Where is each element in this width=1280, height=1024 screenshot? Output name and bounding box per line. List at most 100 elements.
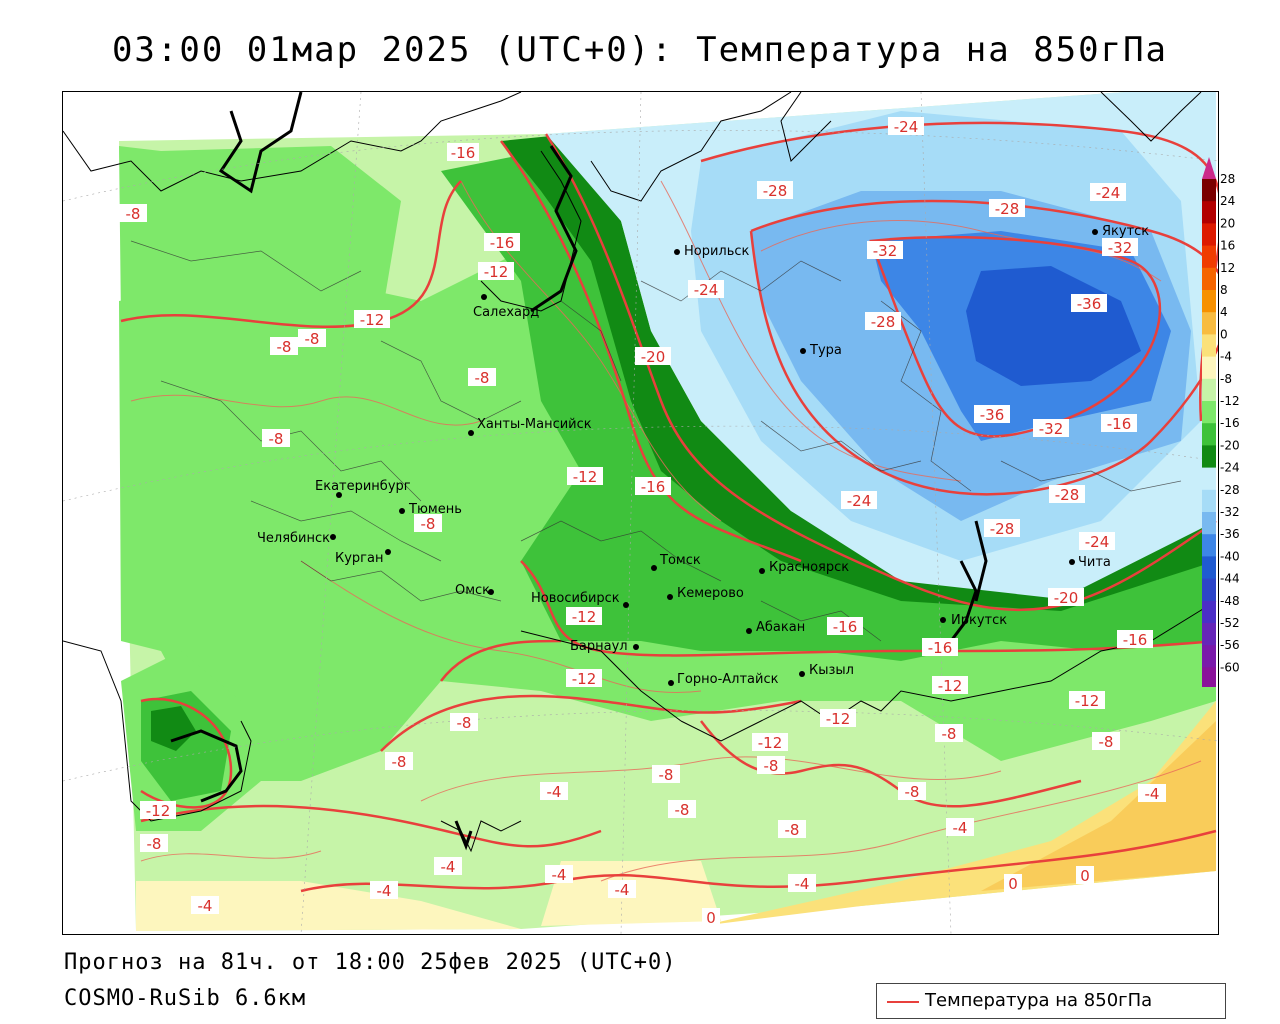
svg-text:-8: -8: [785, 821, 800, 839]
svg-text:Кызыл: Кызыл: [809, 663, 854, 678]
svg-text:-28: -28: [1055, 486, 1080, 504]
svg-text:Горно-Алтайск: Горно-Алтайск: [677, 672, 779, 687]
city-abakan: Абакан: [746, 620, 805, 635]
contour-label: -8: [468, 368, 496, 387]
scale-tick-label: -28: [1220, 483, 1240, 497]
contour-label: -8: [385, 752, 413, 771]
contour-label: -12: [140, 801, 176, 820]
svg-text:-8: -8: [675, 801, 690, 819]
svg-text:-8: -8: [269, 430, 284, 448]
svg-text:-8: -8: [126, 205, 141, 223]
scale-tick-label: -20: [1220, 438, 1240, 452]
svg-text:-12: -12: [758, 734, 783, 752]
scale-swatch: [1202, 267, 1216, 291]
svg-text:0: 0: [1008, 875, 1018, 893]
contour-label: -8: [668, 800, 696, 819]
svg-text:-12: -12: [360, 311, 385, 329]
scale-swatch: [1202, 623, 1216, 646]
scale-swatch: [1202, 290, 1216, 313]
scale-tick-label: -48: [1220, 594, 1240, 608]
contour-label: -16: [635, 477, 671, 496]
scale-swatch: [1202, 312, 1216, 335]
map-area: -16 -24 -28 -24 -28 -32 -32 -36 -8 -16 -…: [62, 91, 1219, 935]
svg-text:-32: -32: [873, 242, 898, 260]
svg-text:-24: -24: [1096, 184, 1121, 202]
contour-label: -24: [841, 491, 877, 510]
contour-label: -28: [1049, 485, 1085, 504]
city-tura: Тура: [800, 343, 842, 358]
scale-swatch: [1202, 401, 1216, 424]
city-tyumen: Тюмень: [399, 502, 462, 517]
city-tomsk: Томск: [651, 553, 701, 571]
svg-text:-8: -8: [475, 369, 490, 387]
city-kyzyl: Кызыл: [799, 663, 854, 678]
scale-top-arrow: [1202, 157, 1216, 179]
svg-text:Абакан: Абакан: [756, 620, 805, 635]
svg-text:Ханты-Мансийск: Ханты-Мансийск: [477, 417, 592, 432]
contour-label: -32: [1102, 238, 1138, 257]
contour-label: -8: [262, 429, 290, 448]
contour-label: -4: [434, 857, 462, 876]
city-yakutsk: Якутск: [1092, 224, 1149, 239]
scale-tick-label: -44: [1220, 572, 1240, 586]
scale-tick-label: 0: [1220, 327, 1228, 341]
contour-label: -32: [1033, 419, 1069, 438]
svg-text:Красноярск: Красноярск: [769, 560, 849, 575]
svg-text:-12: -12: [938, 677, 963, 695]
svg-text:-4: -4: [1145, 785, 1160, 803]
scale-tick-label: -12: [1220, 394, 1240, 408]
svg-text:-4: -4: [795, 875, 810, 893]
contour-label: -24: [688, 280, 724, 299]
svg-text:-8: -8: [305, 330, 320, 348]
svg-text:-12: -12: [572, 608, 597, 626]
svg-text:Салехард: Салехард: [473, 305, 539, 320]
svg-text:-16: -16: [641, 478, 666, 496]
contour-label: -4: [545, 865, 573, 884]
contour-label: -12: [354, 310, 390, 329]
svg-text:-16: -16: [928, 639, 953, 657]
city-chita: Чита: [1069, 555, 1111, 570]
contour-label: -36: [974, 405, 1010, 424]
svg-text:-8: -8: [392, 753, 407, 771]
contour-label: -28: [989, 199, 1025, 218]
contour-label: -16: [1101, 414, 1137, 433]
scale-swatch: [1202, 223, 1216, 247]
contour-label: -12: [478, 262, 514, 281]
city-krasnoyarsk: Красноярск: [759, 560, 849, 575]
scale-swatch: [1202, 512, 1216, 535]
scale-tick-label: -52: [1220, 616, 1240, 630]
svg-text:-16: -16: [490, 234, 515, 252]
svg-text:-12: -12: [573, 468, 598, 486]
svg-text:-4: -4: [615, 881, 630, 899]
svg-text:-12: -12: [484, 263, 509, 281]
scale-tick-label: -56: [1220, 638, 1240, 652]
scale-tick-label: 16: [1220, 239, 1235, 253]
scale-tick-label: -16: [1220, 416, 1240, 430]
svg-text:-8: -8: [421, 515, 436, 533]
scale-swatch: [1202, 245, 1216, 269]
scale-tick-label: -4: [1220, 350, 1232, 364]
contour-label: -12: [932, 676, 968, 695]
svg-text:-8: -8: [659, 766, 674, 784]
contour-label: -20: [635, 347, 671, 366]
scale-tick-label: 20: [1220, 216, 1235, 230]
contour-label: -4: [191, 896, 219, 915]
city-novosibirsk: Новосибирск: [531, 591, 629, 608]
contour-label: -24: [888, 117, 924, 136]
scale-tick-label: -8: [1220, 372, 1232, 386]
legend-label: Температура на 850гПа: [925, 990, 1153, 1011]
svg-text:-24: -24: [894, 118, 919, 136]
svg-text:-32: -32: [1039, 420, 1064, 438]
contour-label: -8: [270, 337, 298, 356]
contour-label: 0: [702, 908, 720, 927]
contour-label: -28: [865, 312, 901, 331]
contour-label: -12: [567, 467, 603, 486]
scale-tick-label: -32: [1220, 505, 1240, 519]
svg-text:Тюмень: Тюмень: [408, 502, 462, 517]
svg-text:-8: -8: [277, 338, 292, 356]
svg-text:-16: -16: [833, 618, 858, 636]
svg-text:-4: -4: [953, 819, 968, 837]
svg-text:-16: -16: [1107, 415, 1132, 433]
model-name: COSMO-RuSib 6.6км: [64, 986, 307, 1011]
scale-swatch: [1202, 179, 1216, 202]
